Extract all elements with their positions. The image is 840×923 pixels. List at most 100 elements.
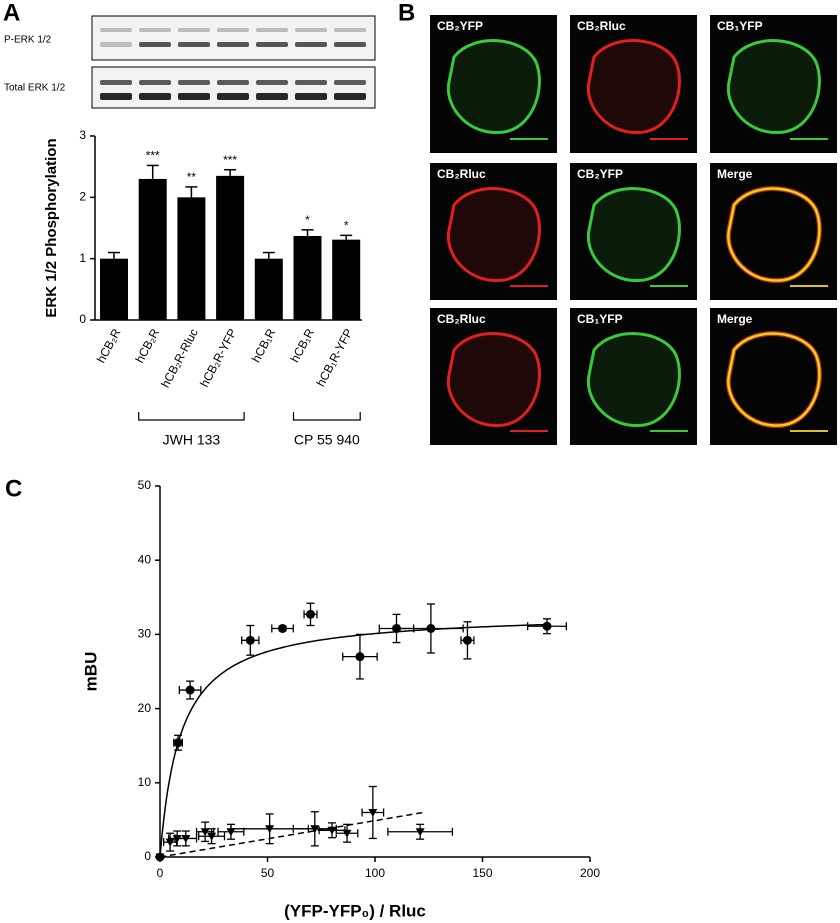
cell-outline — [446, 187, 541, 282]
data-point — [185, 685, 195, 695]
significance: *** — [146, 149, 160, 163]
data-point — [265, 825, 275, 834]
y-tick-label: 3 — [79, 128, 86, 142]
data-point — [278, 623, 288, 633]
data-point — [327, 826, 337, 835]
blot-band — [139, 28, 171, 32]
y-tick-label: 30 — [138, 627, 152, 641]
blot-frame — [91, 66, 376, 109]
fit-curve — [159, 623, 548, 858]
data-point — [355, 652, 365, 662]
blot-band — [217, 80, 249, 85]
y-tick-label: 1 — [79, 251, 86, 265]
cell-outline — [586, 39, 681, 134]
blot-band — [178, 42, 210, 47]
micrograph — [570, 308, 697, 445]
data-point — [200, 828, 210, 837]
blot-band — [217, 93, 249, 100]
micrograph-label: CB₁YFP — [717, 19, 763, 33]
data-point — [462, 635, 472, 645]
x-tick-label: hCB₂R — [133, 326, 163, 365]
x-axis-label: (YFP-YFP₀) / Rluc — [284, 901, 426, 920]
y-tick-label: 0 — [79, 312, 86, 326]
panel-label: B — [398, 0, 415, 26]
y-axis-label: ERK 1/2 Phosphorylation — [43, 138, 60, 317]
blot-label: P-ERK 1/2 — [4, 35, 52, 46]
x-tick-label: 0 — [157, 866, 164, 880]
data-point — [155, 853, 165, 862]
data-point — [542, 621, 552, 631]
cell-outline — [586, 332, 681, 427]
bar — [100, 258, 128, 320]
blot-band — [256, 42, 288, 47]
data-point — [207, 832, 217, 841]
significance: ** — [187, 170, 197, 184]
data-point — [415, 828, 425, 837]
data-point — [173, 738, 183, 748]
micrograph-label: CB₂Rluc — [577, 19, 626, 33]
y-tick-label: 20 — [138, 701, 152, 715]
blot-band — [178, 80, 210, 85]
blot-band — [256, 93, 288, 100]
y-tick-label: 40 — [138, 552, 152, 566]
x-tick-label: hCB₂R-YFP — [197, 326, 239, 389]
blot-band — [295, 42, 327, 47]
bar — [332, 239, 361, 320]
blot-band — [256, 28, 288, 32]
bar — [177, 197, 206, 320]
cell-outline — [727, 332, 821, 427]
data-point — [310, 825, 320, 834]
group-bracket — [292, 412, 361, 421]
x-tick-label: 100 — [365, 866, 385, 880]
micrograph-label: CB₁YFP — [577, 312, 623, 326]
cell-outline — [586, 187, 681, 282]
x-tick-label: 50 — [261, 866, 275, 880]
x-tick-label: 150 — [472, 866, 492, 880]
blot-band — [139, 42, 171, 47]
blot-band — [100, 28, 132, 32]
blot-band — [217, 42, 249, 47]
bar — [254, 258, 283, 320]
blot-band — [295, 80, 327, 85]
blot-band — [139, 93, 171, 100]
blot-band — [256, 80, 288, 85]
fit-curve — [159, 811, 423, 858]
data-point — [368, 808, 378, 817]
blot-band — [100, 42, 132, 47]
y-axis-label: mBU — [81, 652, 100, 692]
data-point — [306, 609, 315, 619]
micrograph — [570, 163, 697, 300]
micrograph — [710, 15, 837, 153]
blot-band — [334, 28, 366, 32]
y-tick-label: 0 — [144, 849, 151, 863]
blot-band — [178, 28, 210, 32]
significance: * — [305, 213, 310, 227]
y-tick-label: 10 — [138, 775, 152, 789]
blot-band — [295, 28, 327, 32]
blot-frame — [91, 15, 376, 61]
significance: * — [344, 219, 349, 233]
blot-band — [334, 93, 366, 100]
bar — [216, 175, 245, 320]
micrograph-label: Merge — [717, 312, 753, 326]
blot-band — [295, 93, 327, 100]
micrograph — [430, 308, 557, 445]
x-tick-label: hCB₂R-Rluc — [158, 326, 201, 390]
panel-label: C — [5, 475, 22, 502]
micrograph-label: CB₂YFP — [577, 167, 623, 181]
micrograph — [430, 163, 557, 300]
x-tick-label: hCB₁R — [288, 326, 317, 365]
micrograph-label: CB₂YFP — [437, 19, 483, 33]
bar — [293, 235, 322, 320]
cell-outline — [446, 332, 541, 427]
y-tick-label: 2 — [79, 190, 86, 204]
group-bracket — [138, 412, 245, 421]
blot-band — [217, 28, 249, 32]
blot-band — [100, 80, 132, 85]
blot-label: Total ERK 1/2 — [4, 83, 66, 94]
group-label: CP 55 940 — [294, 432, 360, 448]
blot-band — [178, 93, 210, 100]
micrograph-label: CB₂Rluc — [437, 167, 486, 181]
micrograph-label: Merge — [717, 167, 753, 181]
x-tick-label: hCB₁R — [249, 326, 278, 365]
